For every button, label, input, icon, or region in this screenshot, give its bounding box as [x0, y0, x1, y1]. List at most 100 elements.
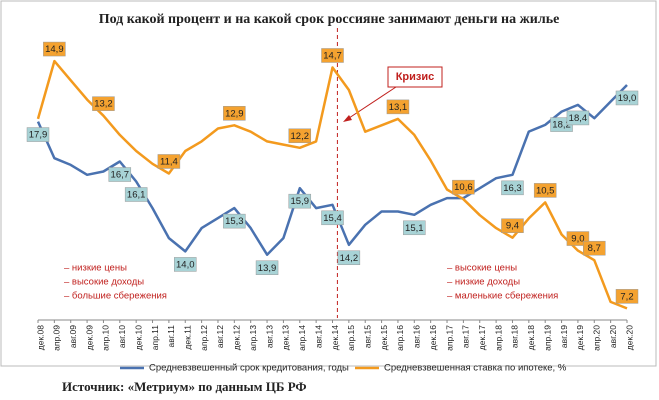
x-tick-label: апр.15 [346, 325, 356, 351]
data-label: 9,0 [571, 234, 584, 245]
x-tick-label: апр.16 [395, 325, 405, 351]
data-label-box [337, 250, 361, 266]
data-label: 18,2 [552, 120, 571, 131]
data-label: 8,7 [588, 243, 601, 254]
line-series [36, 84, 628, 256]
data-label: 17,9 [29, 130, 48, 141]
data-label-box [321, 210, 344, 226]
x-tick-label: авг.17 [461, 325, 471, 348]
data-label-box [157, 154, 181, 169]
x-tick-label: авг.20 [608, 325, 618, 348]
x-tick-label: дек.17 [477, 325, 487, 350]
data-label: 12,2 [291, 131, 310, 142]
x-tick-label: апр.10 [101, 325, 111, 351]
x-tick-label: авг.14 [313, 325, 323, 348]
x-tick-label: авг.15 [362, 325, 372, 348]
note: – большие сбережения [64, 291, 167, 302]
x-tick-label: авг.11 [166, 325, 176, 348]
x-tick-label: дек.16 [428, 325, 438, 350]
x-tick-label: апр.09 [52, 325, 62, 351]
data-label-box [124, 187, 148, 202]
x-tick-label: авг.18 [510, 325, 520, 348]
x-tick-label: авг.16 [412, 325, 422, 348]
data-label: 14,0 [176, 259, 195, 270]
x-tick-label: дек.08 [35, 325, 45, 350]
arrow-head [343, 115, 352, 122]
x-tick-label: апр.12 [199, 325, 209, 351]
data-label: 16,3 [503, 183, 522, 194]
x-tick-label: дек.10 [133, 325, 143, 350]
data-label: 13,2 [94, 99, 113, 110]
data-label-box [288, 128, 312, 144]
x-tick-label: дек.19 [575, 325, 585, 350]
annotation-box [387, 66, 443, 88]
data-label-box [92, 96, 115, 111]
annotation: Кризис [396, 71, 435, 83]
data-label-box [255, 260, 279, 275]
x-tick-label: дек.14 [330, 325, 340, 350]
data-label: 10,5 [536, 185, 555, 196]
data-label-box [288, 193, 312, 209]
data-label-box [533, 183, 557, 198]
data-label: 12,9 [225, 108, 244, 119]
data-label: 15,1 [405, 223, 424, 234]
x-tick-label: дек.13 [281, 325, 291, 350]
x-tick-label: дек.15 [379, 325, 389, 350]
data-label: 7,2 [620, 291, 633, 302]
line-series [36, 59, 628, 310]
annotation-arrow [345, 86, 397, 121]
x-tick-label: апр.17 [444, 325, 454, 351]
data-label: 13,1 [389, 102, 408, 113]
x-tick-label: дек.12 [232, 325, 242, 350]
x-tick-label: дек.09 [84, 325, 94, 350]
note: – низкие цены [64, 263, 127, 274]
note: – высокие цены [447, 263, 517, 274]
data-label-box [615, 90, 639, 106]
data-label: 14,2 [340, 253, 359, 264]
data-label-box [386, 99, 410, 115]
x-tick-label: апр.20 [592, 325, 602, 351]
x-tick-label: дек.20 [624, 325, 634, 350]
data-label-box [615, 289, 639, 304]
x-tick-label: авг.10 [117, 325, 127, 348]
data-label-box [501, 218, 524, 233]
legend-label: Средневзвешенная ставка по ипотеке, % [384, 363, 567, 374]
x-tick-label: апр.19 [542, 325, 552, 351]
x-tick-label: авг.19 [559, 325, 569, 348]
x-tick-label: апр.14 [297, 325, 307, 351]
data-label-box [501, 180, 524, 196]
data-label: 15,3 [225, 216, 244, 227]
data-label-box [583, 240, 606, 256]
data-label-box [566, 110, 590, 126]
data-label: 11,4 [160, 156, 178, 167]
x-tick-label: дек.18 [526, 325, 536, 350]
data-label: 14,9 [45, 44, 64, 55]
data-label: 18,4 [569, 113, 588, 124]
data-label-box [174, 257, 197, 272]
data-label: 10,6 [454, 182, 473, 193]
note: – маленькие сбережения [447, 291, 558, 302]
data-label-box [452, 179, 475, 195]
x-tick-label: авг.12 [215, 325, 225, 348]
x-tick-label: авг.09 [68, 325, 78, 348]
source: Источник: «Метриум» по данным ЦБ РФ [62, 379, 307, 394]
x-tick-label: апр.13 [248, 325, 258, 351]
data-label: 15,9 [291, 196, 310, 207]
data-label-box [108, 167, 132, 182]
chart-title: Под какой процент и на какой срок россия… [99, 12, 560, 27]
data-label-box [223, 213, 246, 229]
data-label-box [223, 106, 246, 121]
data-label-box [26, 127, 50, 142]
data-label-box [321, 48, 344, 63]
note: – высокие доходы [64, 277, 144, 288]
data-label-box [43, 41, 66, 57]
legend-label: Средневзвешенный срок кредитования, годы [149, 363, 349, 374]
note: – низкие доходы [447, 277, 520, 288]
data-label: 13,9 [258, 263, 277, 274]
data-label: 14,7 [323, 50, 342, 61]
data-label-box [403, 220, 426, 236]
x-tick-label: дек.11 [183, 325, 193, 350]
data-label: 9,4 [506, 221, 519, 232]
data-label: 16,1 [127, 190, 146, 201]
